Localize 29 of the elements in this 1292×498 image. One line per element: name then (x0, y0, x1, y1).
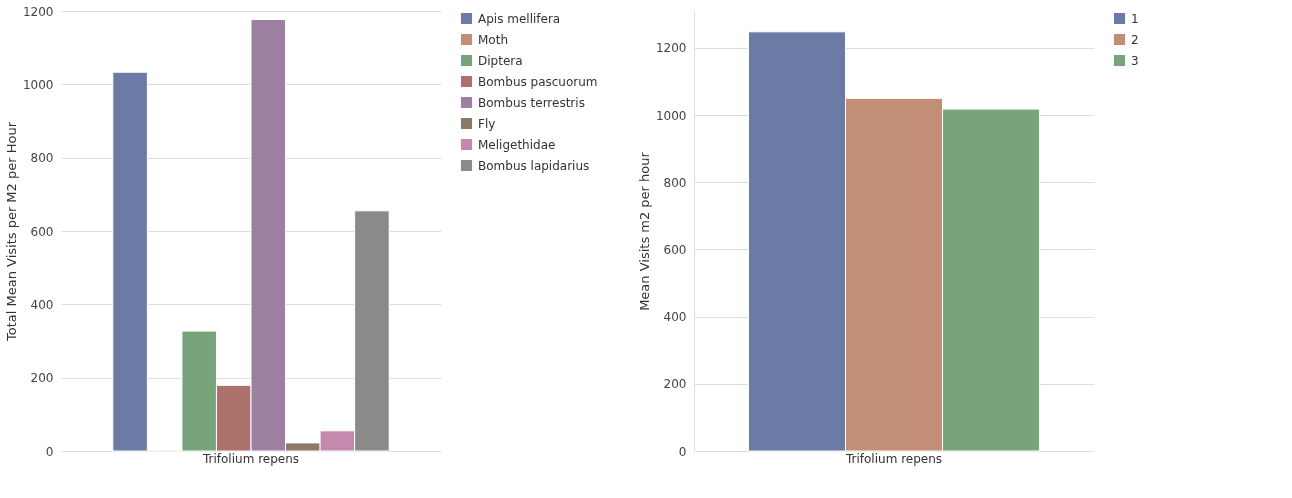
y-tick-label: 0 (45, 444, 54, 459)
y-tick-label: 600 (30, 224, 54, 239)
legend-label: 3 (1131, 53, 1139, 68)
legend-label: Bombus pascuorum (478, 74, 598, 89)
legend-label: Moth (478, 32, 509, 47)
x-tick-label: Trifolium repens (844, 451, 943, 466)
legend-label: Meligethidae (478, 137, 556, 152)
y-axis-title: Mean Visits m2 per hour (636, 151, 652, 311)
legend-label: Bombus terrestris (478, 95, 585, 110)
y-tick-label: 400 (30, 297, 54, 312)
legend-label: 2 (1131, 32, 1139, 47)
y-tick-label: 600 (663, 242, 687, 257)
y-tick-label: 200 (30, 371, 54, 386)
y-tick-label: 800 (30, 151, 54, 166)
legend-label: Bombus lapidarius (478, 158, 590, 173)
y-tick-label: 0 (678, 444, 687, 459)
y-tick-label: 800 (663, 175, 687, 190)
legend-label: Diptera (478, 53, 523, 68)
y-axis-title: Total Mean Visits per M2 per Hour (3, 121, 19, 343)
x-tick-label: Trifolium repens (201, 451, 300, 466)
y-tick-label: 1000 (22, 77, 54, 92)
y-tick-label: 1200 (22, 4, 54, 19)
y-tick-label: 200 (663, 377, 687, 392)
y-tick-label: 400 (663, 310, 687, 325)
legend-label: 1 (1131, 11, 1139, 26)
y-tick-label: 1200 (655, 41, 687, 56)
legend-label: Apis mellifera (478, 11, 561, 26)
y-tick-label: 1000 (655, 108, 687, 123)
legend-label: Fly (478, 116, 496, 131)
